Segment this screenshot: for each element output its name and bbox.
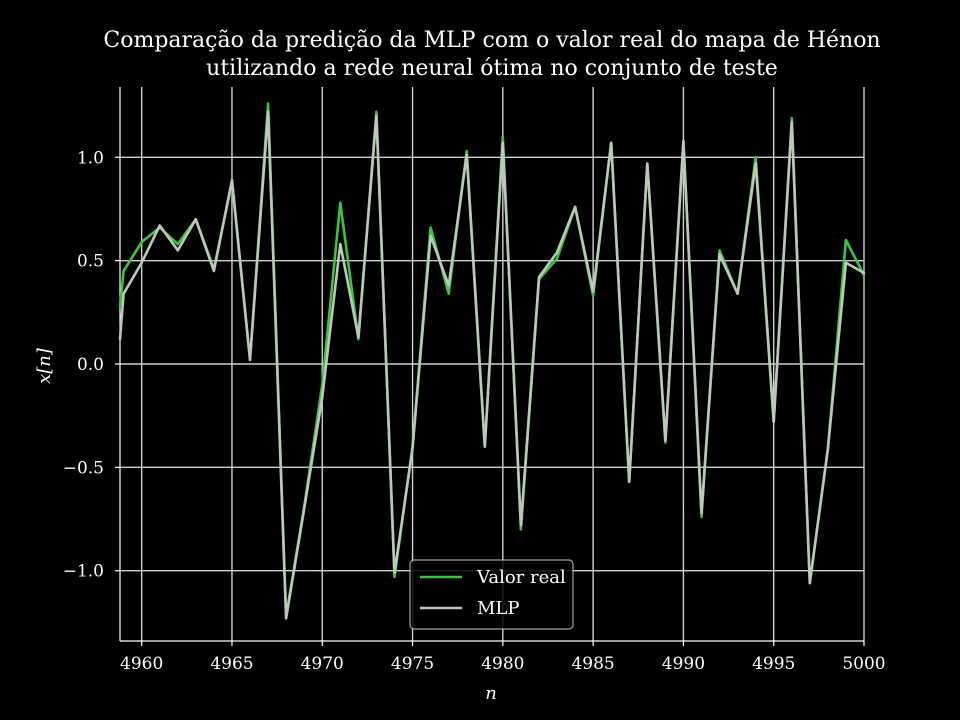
- chart-title-line-2: utilizando a rede neural ótima no conjun…: [206, 56, 778, 81]
- legend-label-valor-real: Valor real: [476, 567, 566, 588]
- x-tick-label-4: 4980: [481, 654, 524, 674]
- x-axis-label: n: [485, 683, 497, 704]
- x-tick-label-8: 5000: [842, 654, 885, 674]
- x-tick-label-2: 4970: [301, 654, 344, 674]
- x-tick-label-1: 4965: [210, 654, 253, 674]
- legend-label-mlp: MLP: [477, 598, 520, 619]
- legend: Valor real MLP: [409, 559, 574, 630]
- chart-title-line-1: Comparação da predição da MLP com o valo…: [103, 28, 880, 53]
- x-tick-label-0: 4960: [120, 654, 163, 674]
- y-tick-label-0: 1.0: [77, 148, 104, 168]
- series-layer: [118, 102, 866, 620]
- axes: [115, 87, 865, 646]
- y-tick-label-4: −1.0: [63, 562, 104, 582]
- y-tick-label-2: 0.0: [77, 355, 104, 375]
- x-tick-label-6: 4990: [662, 654, 705, 674]
- grid: [120, 87, 865, 641]
- x-tick-label-5: 4985: [571, 654, 614, 674]
- x-tick-label-7: 4995: [752, 654, 795, 674]
- x-tick-label-3: 4975: [391, 654, 434, 674]
- y-axis-label: x[n]: [34, 347, 55, 384]
- y-tick-label-3: −0.5: [63, 458, 104, 478]
- series-line-mlp: [118, 110, 866, 620]
- y-tick-label-1: 0.5: [77, 252, 104, 272]
- tick-labels: 4960 4965 4970 4975 4980 4985 4990 4995 5000 1.0 0…: [63, 148, 886, 674]
